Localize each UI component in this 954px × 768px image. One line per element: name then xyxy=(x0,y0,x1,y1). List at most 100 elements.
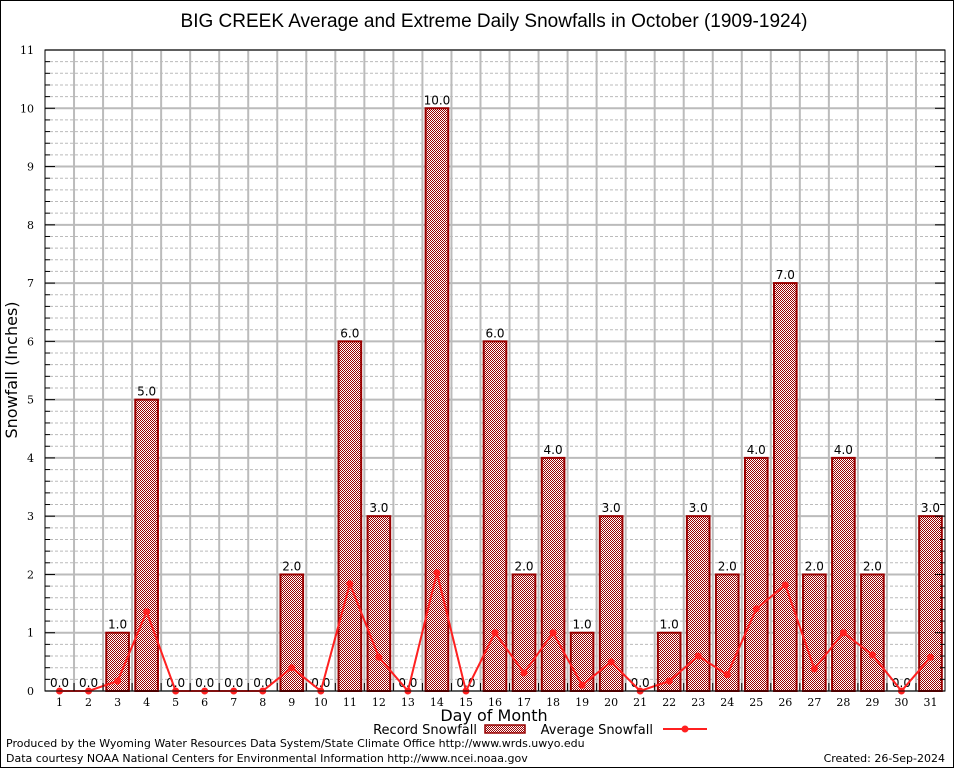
average-point-day-11 xyxy=(346,580,354,588)
record-bar-day-23 xyxy=(685,515,711,692)
bar-value-label-day-27: 2.0 xyxy=(805,559,824,573)
plot-border xyxy=(44,49,946,692)
x-tick-label-4: 4 xyxy=(143,696,150,709)
y-tick-label-9: 9 xyxy=(27,161,34,174)
record-bar-day-4 xyxy=(134,398,159,692)
y-tick-label-2: 2 xyxy=(27,568,34,581)
bar-value-label-day-2: 0.0 xyxy=(79,676,98,690)
x-tick-label-15: 15 xyxy=(459,696,473,709)
y-tick-labels: 0 1 2 3 4 5 6 7 8 9 10 11 xyxy=(20,44,34,698)
bar-value-label-day-17: 2.0 xyxy=(514,559,533,573)
legend-average-label: Average Snowfall xyxy=(541,723,653,738)
x-tick-label-19: 19 xyxy=(575,696,589,709)
x-tick-label-7: 7 xyxy=(230,696,237,709)
axes xyxy=(44,49,946,692)
record-bar-day-25 xyxy=(743,456,769,692)
footer-data-courtesy: Data courtesy NOAA National Centers for … xyxy=(6,752,528,765)
x-tick-label-18: 18 xyxy=(546,696,560,709)
average-point-day-22 xyxy=(665,677,673,685)
x-tick-label-22: 22 xyxy=(662,696,676,709)
y-axis-label: Snowfall (Inches) xyxy=(2,301,21,438)
y-tick-label-10: 10 xyxy=(20,102,34,115)
x-tick-label-28: 28 xyxy=(836,696,850,709)
bar-value-label-day-9: 2.0 xyxy=(282,559,301,573)
bar-value-label-day-4: 5.0 xyxy=(137,385,156,399)
average-point-day-18 xyxy=(549,629,557,637)
bar-value-label-day-6: 0.0 xyxy=(195,676,214,690)
legend-record-swatch xyxy=(484,724,526,734)
y-tick-label-1: 1 xyxy=(27,627,34,640)
y-tick-label-4: 4 xyxy=(27,452,34,465)
x-tick-label-2: 2 xyxy=(85,696,92,709)
record-bar-day-28 xyxy=(831,456,856,692)
x-tick-label-30: 30 xyxy=(894,696,908,709)
x-axis-label: Day of Month xyxy=(440,706,547,725)
x-tick-label-25: 25 xyxy=(749,696,763,709)
chart-title: BIG CREEK Average and Extreme Daily Snow… xyxy=(181,11,808,32)
x-tick-label-9: 9 xyxy=(288,696,295,709)
average-point-day-3 xyxy=(114,677,122,685)
bar-value-label-day-20: 3.0 xyxy=(602,501,621,515)
average-point-day-20 xyxy=(607,658,615,666)
bar-value-label-day-29: 2.0 xyxy=(863,559,882,573)
average-point-day-24 xyxy=(723,671,731,679)
y-tick-label-6: 6 xyxy=(27,335,34,348)
average-point-day-28 xyxy=(839,629,847,637)
y-tick-label-11: 11 xyxy=(20,44,34,57)
average-point-day-17 xyxy=(520,669,528,677)
bar-value-label-day-26: 7.0 xyxy=(776,268,795,282)
legend: Record Snowfall Average Snowfall xyxy=(373,723,707,738)
average-point-day-16 xyxy=(491,629,499,637)
x-tick-label-17: 17 xyxy=(517,696,531,709)
bar-value-label-day-16: 6.0 xyxy=(485,326,504,340)
record-bar-day-16 xyxy=(482,340,508,692)
bar-value-label-day-19: 1.0 xyxy=(573,618,592,632)
x-tick-label-24: 24 xyxy=(720,696,734,709)
x-tick-label-20: 20 xyxy=(604,696,618,709)
x-tick-label-27: 27 xyxy=(807,696,821,709)
footer-created: Created: 26-Sep-2024 xyxy=(824,752,945,765)
x-tick-label-8: 8 xyxy=(259,696,266,709)
x-tick-label-21: 21 xyxy=(633,696,647,709)
record-bar-day-11 xyxy=(337,340,363,692)
average-point-day-29 xyxy=(868,651,876,659)
legend-record-label: Record Snowfall xyxy=(373,723,477,738)
x-tick-label-26: 26 xyxy=(778,696,792,709)
average-point-day-9 xyxy=(288,664,296,672)
average-point-day-19 xyxy=(578,681,586,689)
legend-average-marker xyxy=(681,725,689,733)
record-bars xyxy=(105,107,943,693)
bar-labels: 0.0 0.01.05.00.0 0.0 0.0 0.02.00.06.03.00.01… xyxy=(50,93,940,690)
bar-value-label-day-11: 6.0 xyxy=(340,326,359,340)
x-tick-label-5: 5 xyxy=(172,696,179,709)
bar-value-label-day-7: 0.0 xyxy=(224,676,243,690)
average-point-day-14 xyxy=(433,569,441,577)
bar-value-label-day-24: 2.0 xyxy=(718,559,737,573)
record-bar-day-27 xyxy=(802,573,827,692)
x-tick-label-13: 13 xyxy=(401,696,415,709)
x-tick-label-23: 23 xyxy=(691,696,705,709)
bar-value-label-day-22: 1.0 xyxy=(660,618,679,632)
bar-value-label-day-25: 4.0 xyxy=(747,443,766,457)
x-tick-label-29: 29 xyxy=(865,696,879,709)
average-point-day-25 xyxy=(752,605,760,613)
bar-value-label-day-14: 10.0 xyxy=(424,93,451,107)
x-tick-label-1: 1 xyxy=(56,696,63,709)
bar-value-label-day-28: 4.0 xyxy=(834,443,853,457)
record-bar-day-31 xyxy=(918,515,943,692)
bar-value-label-day-18: 4.0 xyxy=(544,443,563,457)
record-bar-day-12 xyxy=(366,515,392,692)
x-tick-label-12: 12 xyxy=(372,696,386,709)
average-point-day-27 xyxy=(810,665,818,673)
average-point-day-26 xyxy=(781,581,789,589)
x-tick-label-14: 14 xyxy=(430,696,444,709)
average-point-day-23 xyxy=(694,652,702,660)
average-point-day-12 xyxy=(375,653,383,661)
record-bar-day-26 xyxy=(773,282,798,692)
y-tick-label-7: 7 xyxy=(27,277,34,290)
record-bar-day-29 xyxy=(860,573,885,692)
bar-value-label-day-1: 0.0 xyxy=(50,676,69,690)
y-tick-label-5: 5 xyxy=(27,394,34,407)
record-bar-day-18 xyxy=(540,456,566,692)
x-tick-label-3: 3 xyxy=(114,696,121,709)
